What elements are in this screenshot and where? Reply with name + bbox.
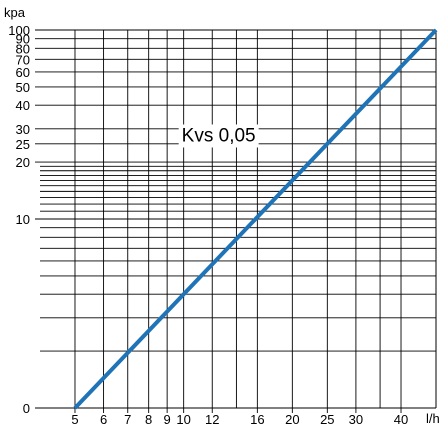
- y-axis-label: kpa: [4, 5, 26, 20]
- x-tick-label: 40: [394, 412, 408, 427]
- x-tick-label: 8: [145, 412, 152, 427]
- x-tick-label: 20: [285, 412, 299, 427]
- grid: [35, 29, 437, 413]
- y-tick-label: 100: [8, 23, 30, 38]
- y-tick-label: 10: [16, 212, 30, 227]
- x-tick-label: 9: [164, 412, 171, 427]
- y-tick-label: 40: [16, 98, 30, 113]
- x-tick-label: 5: [71, 412, 78, 427]
- y-tick-label: 25: [16, 137, 30, 152]
- y-tick-label: 0: [23, 401, 30, 416]
- x-tick-label: 16: [250, 412, 264, 427]
- annotation-background: [178, 124, 259, 148]
- x-tick-label: 7: [124, 412, 131, 427]
- y-tick-label: 60: [16, 65, 30, 80]
- x-tick-label: 10: [176, 412, 190, 427]
- x-tick-label: 30: [349, 412, 363, 427]
- annotation-label: Kvs 0,05: [182, 125, 256, 146]
- series-layer: [73, 28, 438, 410]
- y-tick-label: 80: [16, 41, 30, 56]
- x-axis-label: l/h: [426, 411, 440, 426]
- labels: kpa l/h 5 6 7 8 9 10 12 16 20 25 30 400102025304050…: [4, 5, 440, 427]
- y-tick-label: 30: [16, 122, 30, 137]
- x-tick-label: 25: [320, 412, 334, 427]
- y-tick-label: 70: [16, 52, 30, 67]
- y-tick-label: 50: [16, 80, 30, 95]
- y-tick-label: 20: [16, 155, 30, 170]
- series-line: [73, 28, 438, 410]
- y-tick-label: 90: [16, 32, 30, 47]
- x-tick-label: 6: [100, 412, 107, 427]
- x-tick-label: 12: [205, 412, 219, 427]
